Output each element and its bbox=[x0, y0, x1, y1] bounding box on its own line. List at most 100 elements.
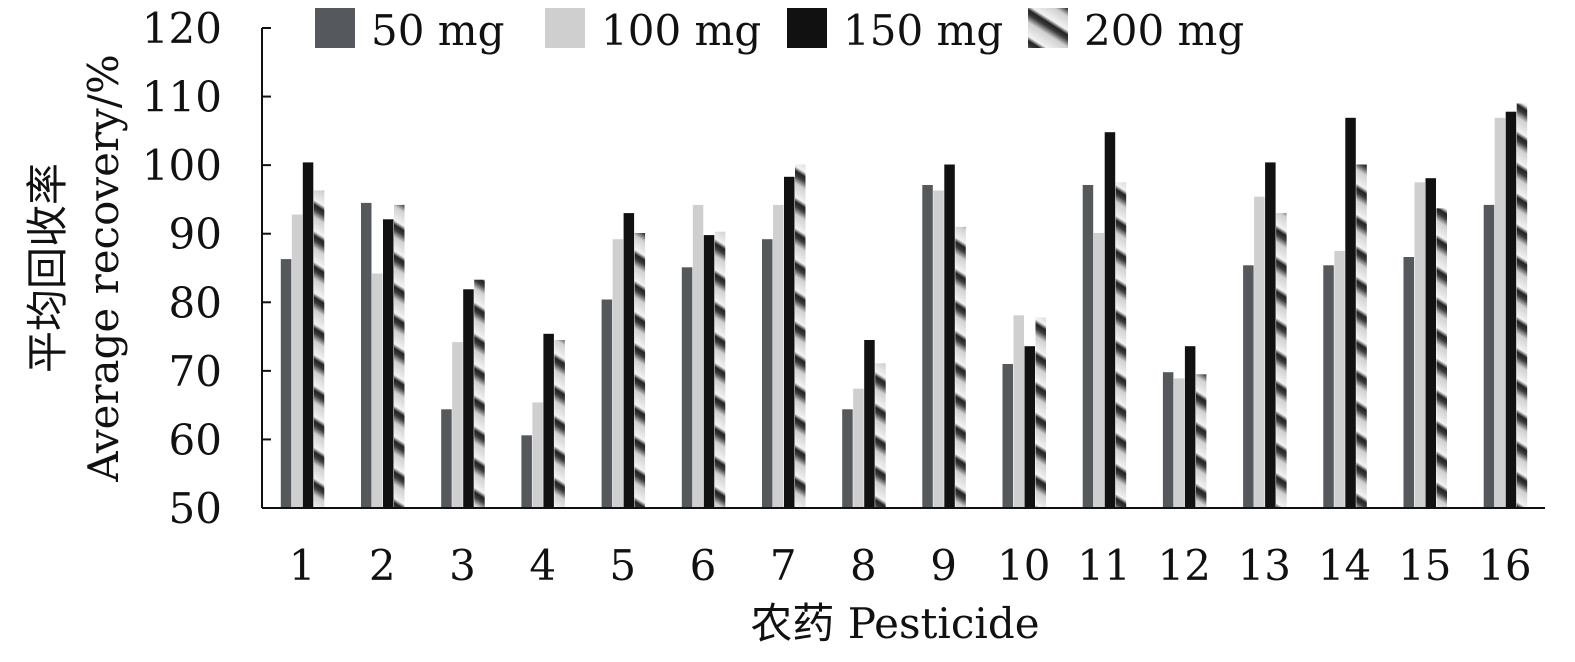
bar-200mg-pesticide-11 bbox=[1115, 182, 1127, 509]
bar-50mg-pesticide-9 bbox=[922, 185, 933, 508]
bar-150mg-pesticide-4 bbox=[543, 333, 554, 508]
bar-50mg-pesticide-6 bbox=[681, 267, 693, 508]
bar-200mg-pesticide-12 bbox=[1195, 374, 1207, 508]
bar-50mg-pesticide-5 bbox=[601, 299, 613, 508]
bar-150mg-pesticide-14 bbox=[1345, 117, 1356, 509]
bar-150mg-pesticide-15 bbox=[1425, 178, 1436, 508]
x-tick-label: 7 bbox=[770, 541, 797, 590]
y-tick-label: 50 bbox=[169, 484, 222, 533]
bar-50mg-pesticide-14 bbox=[1323, 265, 1334, 508]
bar-200mg-pesticide-7 bbox=[795, 164, 806, 508]
x-tick-label: 4 bbox=[529, 541, 556, 590]
x-tick-label: 12 bbox=[1157, 541, 1210, 590]
x-tick-label: 2 bbox=[369, 541, 396, 590]
bar-100mg-pesticide-7 bbox=[773, 204, 784, 508]
bar-200mg-pesticide-13 bbox=[1276, 213, 1287, 508]
bar-100mg-pesticide-12 bbox=[1173, 378, 1185, 508]
y-tick-label: 120 bbox=[142, 4, 222, 53]
bar-200mg-pesticide-2 bbox=[394, 204, 405, 508]
bar-150mg-pesticide-9 bbox=[944, 164, 955, 508]
bar-50mg-pesticide-2 bbox=[361, 202, 372, 508]
bar-150mg-pesticide-12 bbox=[1184, 346, 1196, 508]
bar-50mg-pesticide-4 bbox=[521, 435, 532, 508]
x-tick-label: 5 bbox=[609, 541, 636, 590]
bar-150mg-pesticide-3 bbox=[463, 289, 474, 508]
bar-150mg-pesticide-10 bbox=[1024, 346, 1035, 508]
x-tick-label: 8 bbox=[850, 541, 877, 590]
legend-swatch-200mg bbox=[1028, 8, 1068, 48]
bar-150mg-pesticide-1 bbox=[302, 162, 314, 508]
x-tick-label: 11 bbox=[1077, 541, 1130, 590]
x-tick-label: 14 bbox=[1318, 541, 1371, 590]
bar-200mg-pesticide-4 bbox=[554, 340, 565, 508]
y-tick-label: 80 bbox=[169, 278, 222, 327]
legend-label-200mg: 200 mg bbox=[1084, 6, 1244, 55]
bar-100mg-pesticide-13 bbox=[1254, 196, 1265, 508]
x-tick-label: 9 bbox=[930, 541, 957, 590]
bar-200mg-pesticide-15 bbox=[1436, 208, 1447, 509]
bar-150mg-pesticide-2 bbox=[383, 219, 394, 509]
axis-titles: 农药 Pesticide 平均回收率 Average recovery/% bbox=[23, 54, 1040, 648]
bar-50mg-pesticide-8 bbox=[842, 409, 853, 508]
bar-150mg-pesticide-13 bbox=[1265, 162, 1276, 508]
y-tick-label: 70 bbox=[169, 347, 222, 396]
bar-100mg-pesticide-10 bbox=[1013, 315, 1024, 508]
bar-200mg-pesticide-10 bbox=[1035, 317, 1046, 508]
bar-100mg-pesticide-4 bbox=[532, 402, 543, 508]
legend-label-150mg: 150 mg bbox=[843, 6, 1003, 55]
x-tick-label: 16 bbox=[1478, 541, 1531, 590]
y-axis-title-en: Average recovery/% bbox=[79, 54, 128, 483]
bar-100mg-pesticide-9 bbox=[933, 190, 944, 508]
bar-200mg-pesticide-1 bbox=[313, 190, 325, 508]
axes bbox=[261, 27, 1545, 509]
bar-150mg-pesticide-5 bbox=[623, 213, 635, 508]
bar-200mg-pesticide-8 bbox=[875, 363, 886, 508]
bar-50mg-pesticide-16 bbox=[1483, 204, 1495, 508]
bar-200mg-pesticide-9 bbox=[955, 226, 966, 508]
bar-200mg-pesticide-3 bbox=[474, 279, 485, 508]
x-tick-label: 13 bbox=[1238, 541, 1291, 590]
x-tick-label: 3 bbox=[449, 541, 476, 590]
bar-100mg-pesticide-2 bbox=[372, 273, 383, 508]
y-tick-label: 60 bbox=[169, 415, 222, 464]
x-tick-label: 15 bbox=[1398, 541, 1451, 590]
bar-150mg-pesticide-6 bbox=[703, 235, 715, 508]
legend-label-50mg: 50 mg bbox=[371, 6, 505, 55]
y-tick-label: 90 bbox=[169, 210, 222, 259]
bar-100mg-pesticide-11 bbox=[1093, 233, 1105, 508]
legend-swatch-100mg bbox=[545, 8, 585, 48]
bar-200mg-pesticide-16 bbox=[1516, 103, 1528, 509]
x-axis-title: 农药 Pesticide bbox=[750, 599, 1039, 648]
y-axis-title-cn: 平均回收率 bbox=[23, 163, 72, 373]
bar-200mg-pesticide-5 bbox=[634, 233, 646, 508]
bar-150mg-pesticide-16 bbox=[1505, 111, 1517, 508]
bar-150mg-pesticide-11 bbox=[1104, 132, 1116, 508]
legend-swatch-50mg bbox=[315, 8, 355, 48]
tick-labels: 1 2 3 4 5 6 7 8 9 10 11 12 13 14 15 1650607080901001101… bbox=[142, 4, 1532, 590]
x-tick-label: 6 bbox=[690, 541, 717, 590]
x-tick-label: 1 bbox=[289, 541, 316, 590]
bar-100mg-pesticide-5 bbox=[612, 239, 624, 508]
bars-layer bbox=[280, 103, 1528, 509]
bar-50mg-pesticide-1 bbox=[280, 259, 292, 508]
bar-50mg-pesticide-3 bbox=[441, 409, 452, 508]
y-tick-label: 100 bbox=[142, 141, 222, 190]
bar-100mg-pesticide-14 bbox=[1334, 250, 1345, 508]
bar-200mg-pesticide-6 bbox=[714, 231, 726, 508]
bar-50mg-pesticide-12 bbox=[1162, 372, 1174, 508]
bar-100mg-pesticide-16 bbox=[1494, 117, 1506, 509]
legend: 50 mg 100 mg 150 mg 200 mg bbox=[315, 6, 1244, 55]
bar-200mg-pesticide-14 bbox=[1356, 164, 1367, 508]
bar-100mg-pesticide-3 bbox=[452, 342, 463, 508]
bar-100mg-pesticide-1 bbox=[291, 214, 303, 508]
bar-100mg-pesticide-6 bbox=[692, 204, 704, 508]
bar-150mg-pesticide-8 bbox=[864, 340, 875, 508]
bar-50mg-pesticide-15 bbox=[1403, 257, 1414, 508]
legend-swatch-150mg bbox=[787, 8, 827, 48]
bar-50mg-pesticide-7 bbox=[762, 239, 773, 508]
bar-50mg-pesticide-11 bbox=[1082, 185, 1094, 508]
bar-150mg-pesticide-7 bbox=[784, 176, 795, 509]
bar-50mg-pesticide-10 bbox=[1002, 364, 1013, 508]
